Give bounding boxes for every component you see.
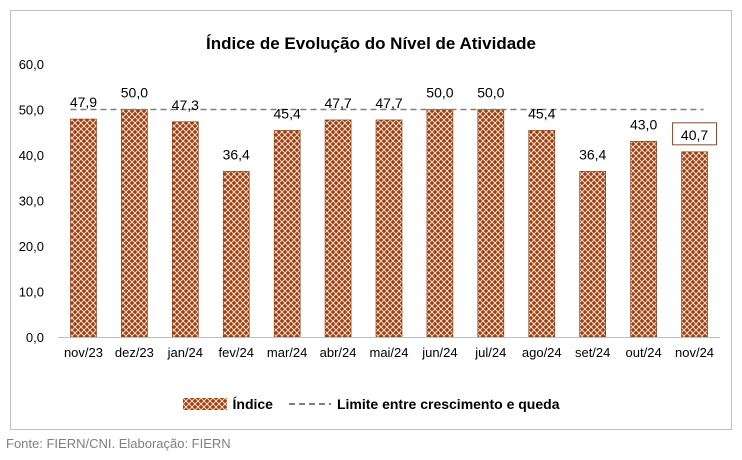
legend-item-index: Índice: [182, 396, 273, 412]
x-tick-label: abr/24: [320, 345, 357, 360]
x-tick-label: jul/24: [474, 345, 506, 360]
axes-layer: 0,0 10,0 20,0 30,0 40,0 50,0 60,0 nov/23 dez/23 j…: [19, 57, 720, 360]
data-label: 50,0: [477, 85, 504, 101]
data-label: 47,7: [324, 95, 351, 111]
y-tick-label: 50,0: [19, 103, 44, 118]
x-tick-label: nov/24: [675, 345, 714, 360]
bar: [324, 119, 352, 338]
x-tick-label: out/24: [626, 345, 662, 360]
data-label: 36,4: [579, 146, 606, 162]
data-label: 47,9: [70, 94, 97, 110]
x-tick-label: dez/23: [115, 345, 154, 360]
chart-title: Índice de Evolução do Nível de Atividade: [205, 34, 536, 53]
bar: [375, 119, 403, 338]
bars-layer: [70, 109, 708, 338]
y-tick-label: 0,0: [26, 330, 44, 345]
x-tick-label: nov/23: [64, 345, 103, 360]
legend-label-limit: Limite entre crescimento e queda: [336, 396, 560, 412]
data-label: 36,4: [223, 146, 250, 162]
bar: [273, 130, 301, 338]
data-label-highlight-box: [672, 122, 718, 146]
x-tick-label: mai/24: [369, 345, 408, 360]
x-tick-label: jan/24: [167, 345, 203, 360]
bar: [121, 109, 148, 338]
legend: Índice Limite entre crescimento e queda: [0, 396, 742, 412]
bar: [222, 171, 250, 338]
data-label: 47,7: [375, 95, 402, 111]
data-label: 45,4: [528, 105, 555, 121]
data-label: 50,0: [121, 85, 148, 101]
bar: [477, 109, 505, 338]
bar: [630, 141, 657, 338]
y-tick-label: 10,0: [19, 285, 44, 300]
data-label: 50,0: [426, 85, 453, 101]
legend-swatch-dashed-line: [288, 403, 331, 405]
bar: [172, 121, 199, 338]
legend-swatch-bar: [182, 398, 227, 410]
data-label: 43,0: [630, 116, 657, 132]
x-tick-label: fev/24: [219, 345, 254, 360]
bar: [426, 109, 454, 338]
bar: [681, 151, 708, 338]
x-tick-label: set/24: [575, 345, 610, 360]
bar: [528, 130, 556, 338]
y-tick-label: 40,0: [19, 148, 44, 163]
x-tick-label: mar/24: [267, 345, 307, 360]
data-label: 47,3: [172, 97, 199, 113]
bar: [70, 118, 97, 338]
data-label: 45,4: [274, 105, 301, 121]
x-tick-label: jun/24: [421, 345, 457, 360]
data-label: 40,7: [681, 127, 708, 143]
y-tick-label: 30,0: [19, 194, 44, 209]
bar: [579, 171, 606, 338]
data-labels-layer: 47,9 50,0 47,3 36,4 45,4 47,7 47,7 50,0 50,0 45,4…: [70, 85, 718, 162]
y-tick-label: 20,0: [19, 239, 44, 254]
y-tick-label: 60,0: [19, 57, 44, 72]
source-note: Fonte: FIERN/CNI. Elaboração: FIERN: [6, 436, 231, 451]
legend-item-limit: Limite entre crescimento e queda: [288, 396, 560, 412]
legend-label-index: Índice: [232, 396, 273, 412]
x-tick-label: ago/24: [522, 345, 562, 360]
